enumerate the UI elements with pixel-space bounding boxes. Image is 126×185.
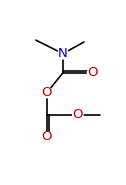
Circle shape bbox=[87, 68, 98, 78]
Circle shape bbox=[42, 87, 52, 98]
Text: O: O bbox=[42, 86, 52, 99]
Text: N: N bbox=[58, 47, 68, 60]
Circle shape bbox=[58, 48, 68, 59]
Circle shape bbox=[42, 132, 52, 142]
Circle shape bbox=[73, 110, 83, 120]
Text: O: O bbox=[73, 108, 83, 121]
Text: O: O bbox=[42, 130, 52, 143]
Text: O: O bbox=[87, 66, 98, 79]
